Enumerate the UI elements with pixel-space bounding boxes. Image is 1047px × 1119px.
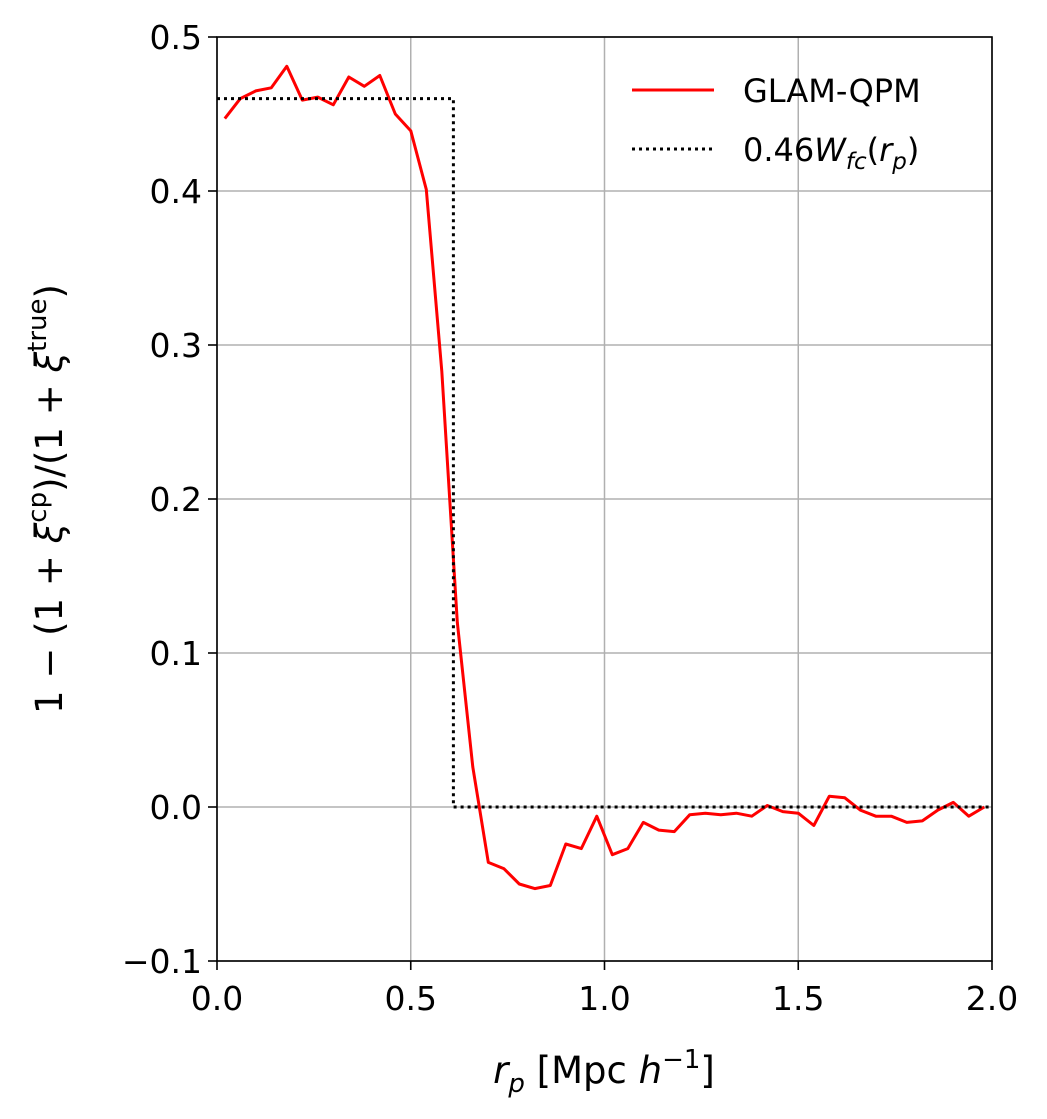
x-tick-label: 2.0	[966, 979, 1018, 1018]
x-tick-label: 0.5	[385, 979, 437, 1018]
x-tick-label: 1.0	[578, 979, 630, 1018]
legend-label-glam-qpm: GLAM-QPM	[743, 72, 921, 110]
y-tick-label: 0.2	[150, 480, 202, 519]
y-tick-label: 0.5	[150, 18, 202, 57]
y-tick-label: 0.1	[150, 634, 202, 673]
series-line-glam-qpm	[223, 64, 986, 891]
legend: GLAM-QPM 0.46Wfc(rp)	[632, 72, 921, 175]
y-tick-label: 0.0	[150, 788, 202, 827]
y-tick-label: 0.4	[150, 172, 202, 211]
y-tick-label: −0.1	[122, 942, 202, 981]
x-axis-label: rp [Mpc h−1]	[493, 1045, 715, 1099]
y-axis-label: 1 − (1 + ξcp)/(1 + ξtrue)	[23, 284, 71, 714]
tick-layer: 0.0 0.5 1.0 1.5 2.0−0.10.00.10.20.30.40.5	[122, 18, 1018, 1018]
grid	[216, 36, 993, 962]
series-line-window-function	[217, 97, 992, 809]
legend-label-window: 0.46Wfc(rp)	[743, 131, 919, 175]
y-tick-label: 0.3	[150, 326, 202, 365]
series-layer	[217, 64, 992, 891]
x-tick-label: 1.5	[772, 979, 824, 1018]
x-tick-label: 0.0	[191, 979, 243, 1018]
